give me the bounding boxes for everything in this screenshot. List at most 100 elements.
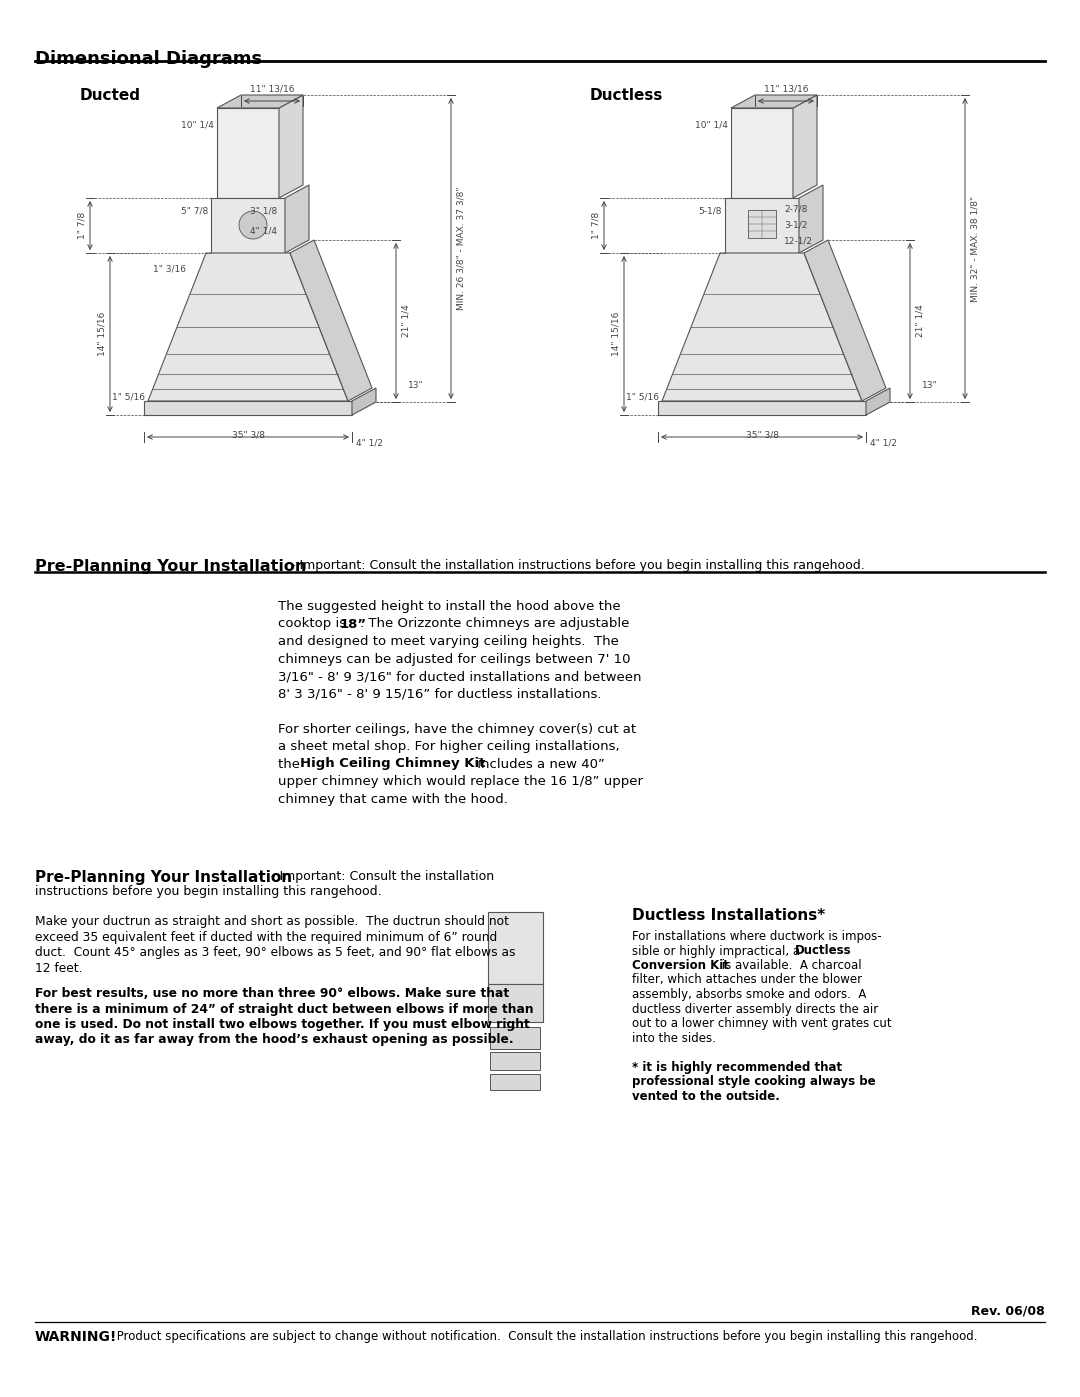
Text: MIN. 32" - MAX. 38 1/8": MIN. 32" - MAX. 38 1/8" (971, 196, 980, 302)
Text: 3-1/2: 3-1/2 (784, 219, 808, 229)
Text: chimneys can be adjusted for ceilings between 7' 10: chimneys can be adjusted for ceilings be… (278, 652, 631, 665)
Polygon shape (291, 240, 372, 401)
Text: includes a new 40”: includes a new 40” (473, 757, 605, 771)
Text: there is a minimum of 24” of straight duct between elbows if more than: there is a minimum of 24” of straight du… (35, 1003, 534, 1016)
Bar (490, 1052, 540, 1070)
Text: MIN. 26 3/8" - MAX. 37 3/8": MIN. 26 3/8" - MAX. 37 3/8" (457, 187, 465, 310)
Bar (488, 983, 543, 1023)
Text: is available.  A charcoal: is available. A charcoal (718, 958, 862, 972)
Polygon shape (725, 198, 799, 253)
Polygon shape (352, 388, 376, 415)
Text: For shorter ceilings, have the chimney cover(s) cut at: For shorter ceilings, have the chimney c… (278, 722, 636, 735)
Text: professional style cooking always be: professional style cooking always be (632, 1076, 876, 1088)
Polygon shape (799, 184, 823, 253)
Text: chimney that came with the hood.: chimney that came with the hood. (278, 792, 508, 806)
Text: 12 feet.: 12 feet. (35, 961, 82, 975)
Text: - Important: Consult the installation instructions before you begin installing t: - Important: Consult the installation in… (287, 559, 865, 571)
Text: 10" 1/4: 10" 1/4 (696, 120, 728, 129)
Text: 21" 1/4: 21" 1/4 (916, 305, 924, 337)
Text: upper chimney which would replace the 16 1/8” upper: upper chimney which would replace the 16… (278, 775, 643, 788)
Text: assembly, absorbs smoke and odors.  A: assembly, absorbs smoke and odors. A (632, 988, 866, 1002)
Text: 10" 1/4: 10" 1/4 (181, 120, 214, 129)
Text: 14" 15/16: 14" 15/16 (611, 312, 621, 356)
Polygon shape (211, 198, 285, 253)
Text: filter, which attaches under the blower: filter, which attaches under the blower (632, 974, 862, 986)
Polygon shape (793, 95, 816, 198)
Text: 4" 1/4: 4" 1/4 (249, 226, 276, 235)
Text: instructions before you begin installing this rangehood.: instructions before you begin installing… (35, 886, 381, 898)
Text: 1" 5/16: 1" 5/16 (626, 393, 659, 402)
Text: 35" 3/8: 35" 3/8 (231, 432, 265, 440)
Text: Ducted: Ducted (80, 88, 141, 103)
Polygon shape (731, 95, 816, 108)
Circle shape (239, 211, 267, 239)
Text: 1" 7/8: 1" 7/8 (592, 212, 600, 239)
Bar (488, 912, 543, 983)
Text: For installations where ductwork is impos-: For installations where ductwork is impo… (632, 930, 881, 943)
Text: away, do it as far away from the hood’s exhaust opening as possible.: away, do it as far away from the hood’s … (35, 1034, 514, 1046)
Text: - Important: Consult the installation: - Important: Consult the installation (267, 870, 495, 883)
Text: Ductless: Ductless (590, 88, 663, 103)
Text: WARNING!: WARNING! (35, 1330, 118, 1344)
Text: 18”: 18” (340, 617, 367, 630)
Text: High Ceiling Chimney Kit: High Ceiling Chimney Kit (300, 757, 485, 771)
Text: vented to the outside.: vented to the outside. (632, 1090, 780, 1102)
Text: 11" 13/16: 11" 13/16 (249, 85, 294, 94)
Text: duct.  Count 45° angles as 3 feet, 90° elbows as 5 feet, and 90° flat elbows as: duct. Count 45° angles as 3 feet, 90° el… (35, 946, 515, 958)
Text: one is used. Do not install two elbows together. If you must elbow right: one is used. Do not install two elbows t… (35, 1018, 530, 1031)
Text: Rev. 06/08: Rev. 06/08 (971, 1305, 1045, 1317)
Text: 2-7/8: 2-7/8 (784, 204, 808, 212)
Text: 5" 7/8: 5" 7/8 (180, 205, 208, 215)
Text: sible or highly impractical, a: sible or highly impractical, a (632, 944, 804, 957)
Polygon shape (217, 95, 303, 108)
Polygon shape (144, 401, 352, 415)
Text: 13": 13" (408, 381, 423, 390)
Text: 1" 7/8: 1" 7/8 (78, 212, 86, 239)
Bar (748, 210, 777, 237)
Text: Ductless Installations*: Ductless Installations* (632, 908, 825, 923)
Polygon shape (658, 401, 866, 415)
Text: 35" 3/8: 35" 3/8 (745, 432, 779, 440)
Text: 5-1/8: 5-1/8 (699, 205, 723, 215)
Text: 14" 15/16: 14" 15/16 (97, 312, 107, 356)
Text: ductless diverter assembly directs the air: ductless diverter assembly directs the a… (632, 1003, 878, 1016)
Text: Pre-Planning Your Installation: Pre-Planning Your Installation (35, 559, 307, 574)
Text: Ductless: Ductless (795, 944, 852, 957)
Polygon shape (866, 388, 890, 415)
Text: Conversion Kit: Conversion Kit (632, 958, 729, 972)
Text: the: the (278, 757, 305, 771)
Text: 4" 1/2: 4" 1/2 (356, 439, 383, 448)
Text: 4" 1/2: 4" 1/2 (870, 439, 897, 448)
Polygon shape (285, 184, 309, 253)
Text: out to a lower chimney with vent grates cut: out to a lower chimney with vent grates … (632, 1017, 892, 1030)
Text: 1" 3/16: 1" 3/16 (153, 265, 186, 274)
Text: 3/16" - 8' 9 3/16" for ducted installations and between: 3/16" - 8' 9 3/16" for ducted installati… (278, 671, 642, 683)
Text: Pre-Planning Your Installation: Pre-Planning Your Installation (35, 870, 292, 886)
Polygon shape (148, 253, 348, 401)
Bar (490, 1074, 540, 1090)
Text: cooktop is: cooktop is (278, 617, 350, 630)
Text: Dimensional Diagrams: Dimensional Diagrams (35, 50, 262, 68)
Text: 12-1/2: 12-1/2 (784, 236, 813, 244)
Polygon shape (731, 108, 793, 198)
Polygon shape (804, 240, 886, 401)
Polygon shape (217, 108, 279, 198)
Text: Product specifications are subject to change without notification.  Consult the : Product specifications are subject to ch… (113, 1330, 977, 1343)
Text: into the sides.: into the sides. (632, 1031, 716, 1045)
Text: The suggested height to install the hood above the: The suggested height to install the hood… (278, 599, 621, 613)
Text: For best results, use no more than three 90° elbows. Make sure that: For best results, use no more than three… (35, 988, 509, 1000)
Bar (490, 1027, 540, 1049)
Text: Make your ductrun as straight and short as possible.  The ductrun should not: Make your ductrun as straight and short … (35, 915, 509, 928)
Text: 13": 13" (922, 381, 937, 390)
Text: 11" 13/16: 11" 13/16 (764, 85, 808, 94)
Text: 21" 1/4: 21" 1/4 (402, 305, 410, 337)
Text: * it is highly recommended that: * it is highly recommended that (632, 1060, 842, 1073)
Text: 8' 3 3/16" - 8' 9 15/16” for ductless installations.: 8' 3 3/16" - 8' 9 15/16” for ductless in… (278, 687, 602, 700)
Polygon shape (279, 95, 303, 198)
Text: . The Orizzonte chimneys are adjustable: . The Orizzonte chimneys are adjustable (360, 617, 630, 630)
Polygon shape (662, 253, 862, 401)
Text: 3" 1/8: 3" 1/8 (249, 205, 278, 215)
Text: exceed 35 equivalent feet if ducted with the required minimum of 6” round: exceed 35 equivalent feet if ducted with… (35, 930, 497, 943)
Text: a sheet metal shop. For higher ceiling installations,: a sheet metal shop. For higher ceiling i… (278, 740, 620, 753)
Text: 1" 5/16: 1" 5/16 (112, 393, 145, 402)
